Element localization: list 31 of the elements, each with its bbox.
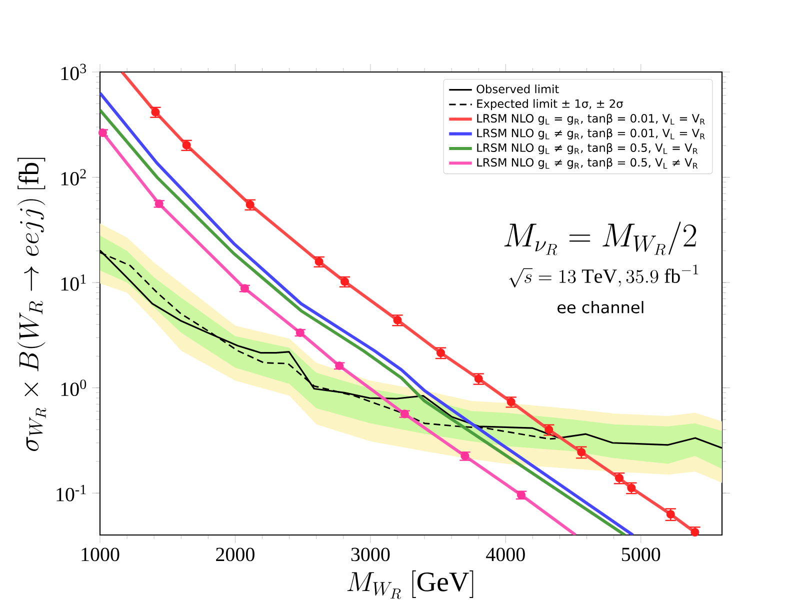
point [690, 528, 700, 536]
y-tick-label: 10$^{3}$ [61, 64, 86, 80]
annotation: $M_{\nu_R} = M_{W_R}/2$ [504, 222, 696, 256]
legend-label: LRSM NLO g$_{L}$ ≠ g$_{R}$, tanβ = 0.5, V$_{L}$ = V$_{R}$ [477, 143, 698, 154]
annotation: $\sqrt{s} = 13\ \mathrm{TeV}, 35.9\ \mathrm{fb}^{-1}$ [509, 264, 698, 288]
legend-label: LRSM NLO g$_{L}$ ≠ g$_{R}$, tanβ = 0.01, V$_{L}$ = V$_{R}$ [477, 128, 705, 140]
x-tick-label: 1000 [82, 548, 120, 562]
y-tick-label: 10$^{1}$ [61, 274, 86, 291]
y-tick-label: 10$^{0}$ [61, 380, 86, 396]
point [154, 200, 164, 208]
point [335, 362, 344, 370]
x-tick-label: 2000 [216, 548, 254, 562]
point [516, 490, 526, 500]
x-tick-label: 5000 [622, 548, 660, 562]
x-tick-label: 4000 [486, 548, 525, 562]
legend-label: LRSM NLO g$_{L}$ = g$_{R}$, tanβ = 0.01, V$_{L}$ = V$_{R}$ [477, 114, 705, 125]
x-tick-label: 3000 [351, 548, 390, 562]
legend-label: Observed limit [476, 84, 559, 94]
point [98, 128, 107, 137]
point [666, 510, 675, 519]
legend-label: LRSM NLO g$_{L}$ ≠ g$_{R}$, tanβ = 0.5, V$_{L}$ ≠ V$_{R}$ [477, 158, 698, 169]
y-axis-title: $\sigma_{W_R} \times B(W_R \rightarrow eejj)\,[\mathrm{fb}]$ [18, 158, 46, 451]
legend-label: Expected limit ± 1σ, ± 2σ [477, 99, 623, 110]
point [296, 328, 304, 337]
point [400, 410, 409, 418]
point [240, 284, 249, 293]
y-tick-label: 10$^{-1}$ [56, 484, 86, 502]
point [577, 448, 586, 456]
annotation: ee channel [558, 301, 644, 314]
x-axis-title: $M_{W_R}\ [\mathrm{GeV}]$ [347, 570, 474, 599]
y-tick-label: 10$^{2}$ [61, 169, 86, 186]
